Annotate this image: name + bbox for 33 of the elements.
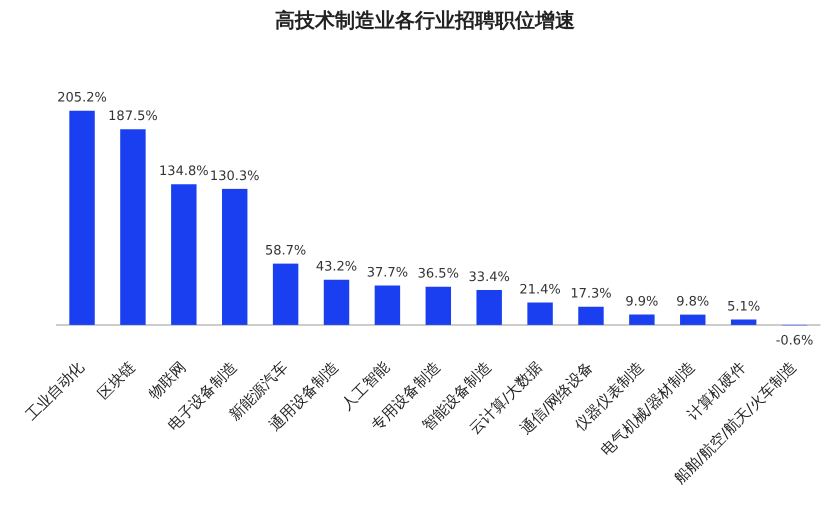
x-tick-label: 物联网 — [144, 358, 190, 403]
data-label: 33.4% — [468, 270, 510, 285]
bar — [374, 286, 400, 325]
data-label: -0.6% — [776, 334, 814, 349]
x-tick-label: 区块链 — [94, 358, 139, 403]
data-label: 134.8% — [159, 164, 209, 180]
data-label: 43.2% — [316, 260, 358, 275]
bar — [324, 280, 350, 325]
bar — [171, 184, 197, 325]
bar — [69, 110, 95, 325]
data-label: 130.3% — [210, 168, 260, 184]
data-label: 36.5% — [418, 266, 459, 282]
bar — [222, 188, 248, 325]
bar — [680, 314, 706, 325]
data-label: 21.4% — [519, 282, 561, 298]
data-label: 187.5% — [108, 109, 158, 124]
data-label: 17.3% — [570, 286, 612, 302]
bar — [426, 286, 452, 325]
chart-title: 高技术制造业各行业招聘职位增速 — [275, 8, 575, 32]
bar — [578, 306, 604, 325]
data-label: 5.1% — [727, 299, 760, 314]
bar — [527, 302, 553, 325]
bar — [120, 129, 146, 325]
data-label: 9.8% — [676, 294, 710, 310]
bar — [730, 320, 756, 325]
bar — [629, 314, 655, 325]
data-label: 9.9% — [625, 294, 658, 310]
bar — [476, 290, 502, 325]
data-label: 37.7% — [366, 265, 408, 280]
data-label: 58.7% — [264, 243, 306, 258]
data-label: 205.2% — [57, 90, 107, 106]
x-tick-label: 工业自动化 — [22, 358, 88, 424]
bar — [272, 264, 298, 325]
